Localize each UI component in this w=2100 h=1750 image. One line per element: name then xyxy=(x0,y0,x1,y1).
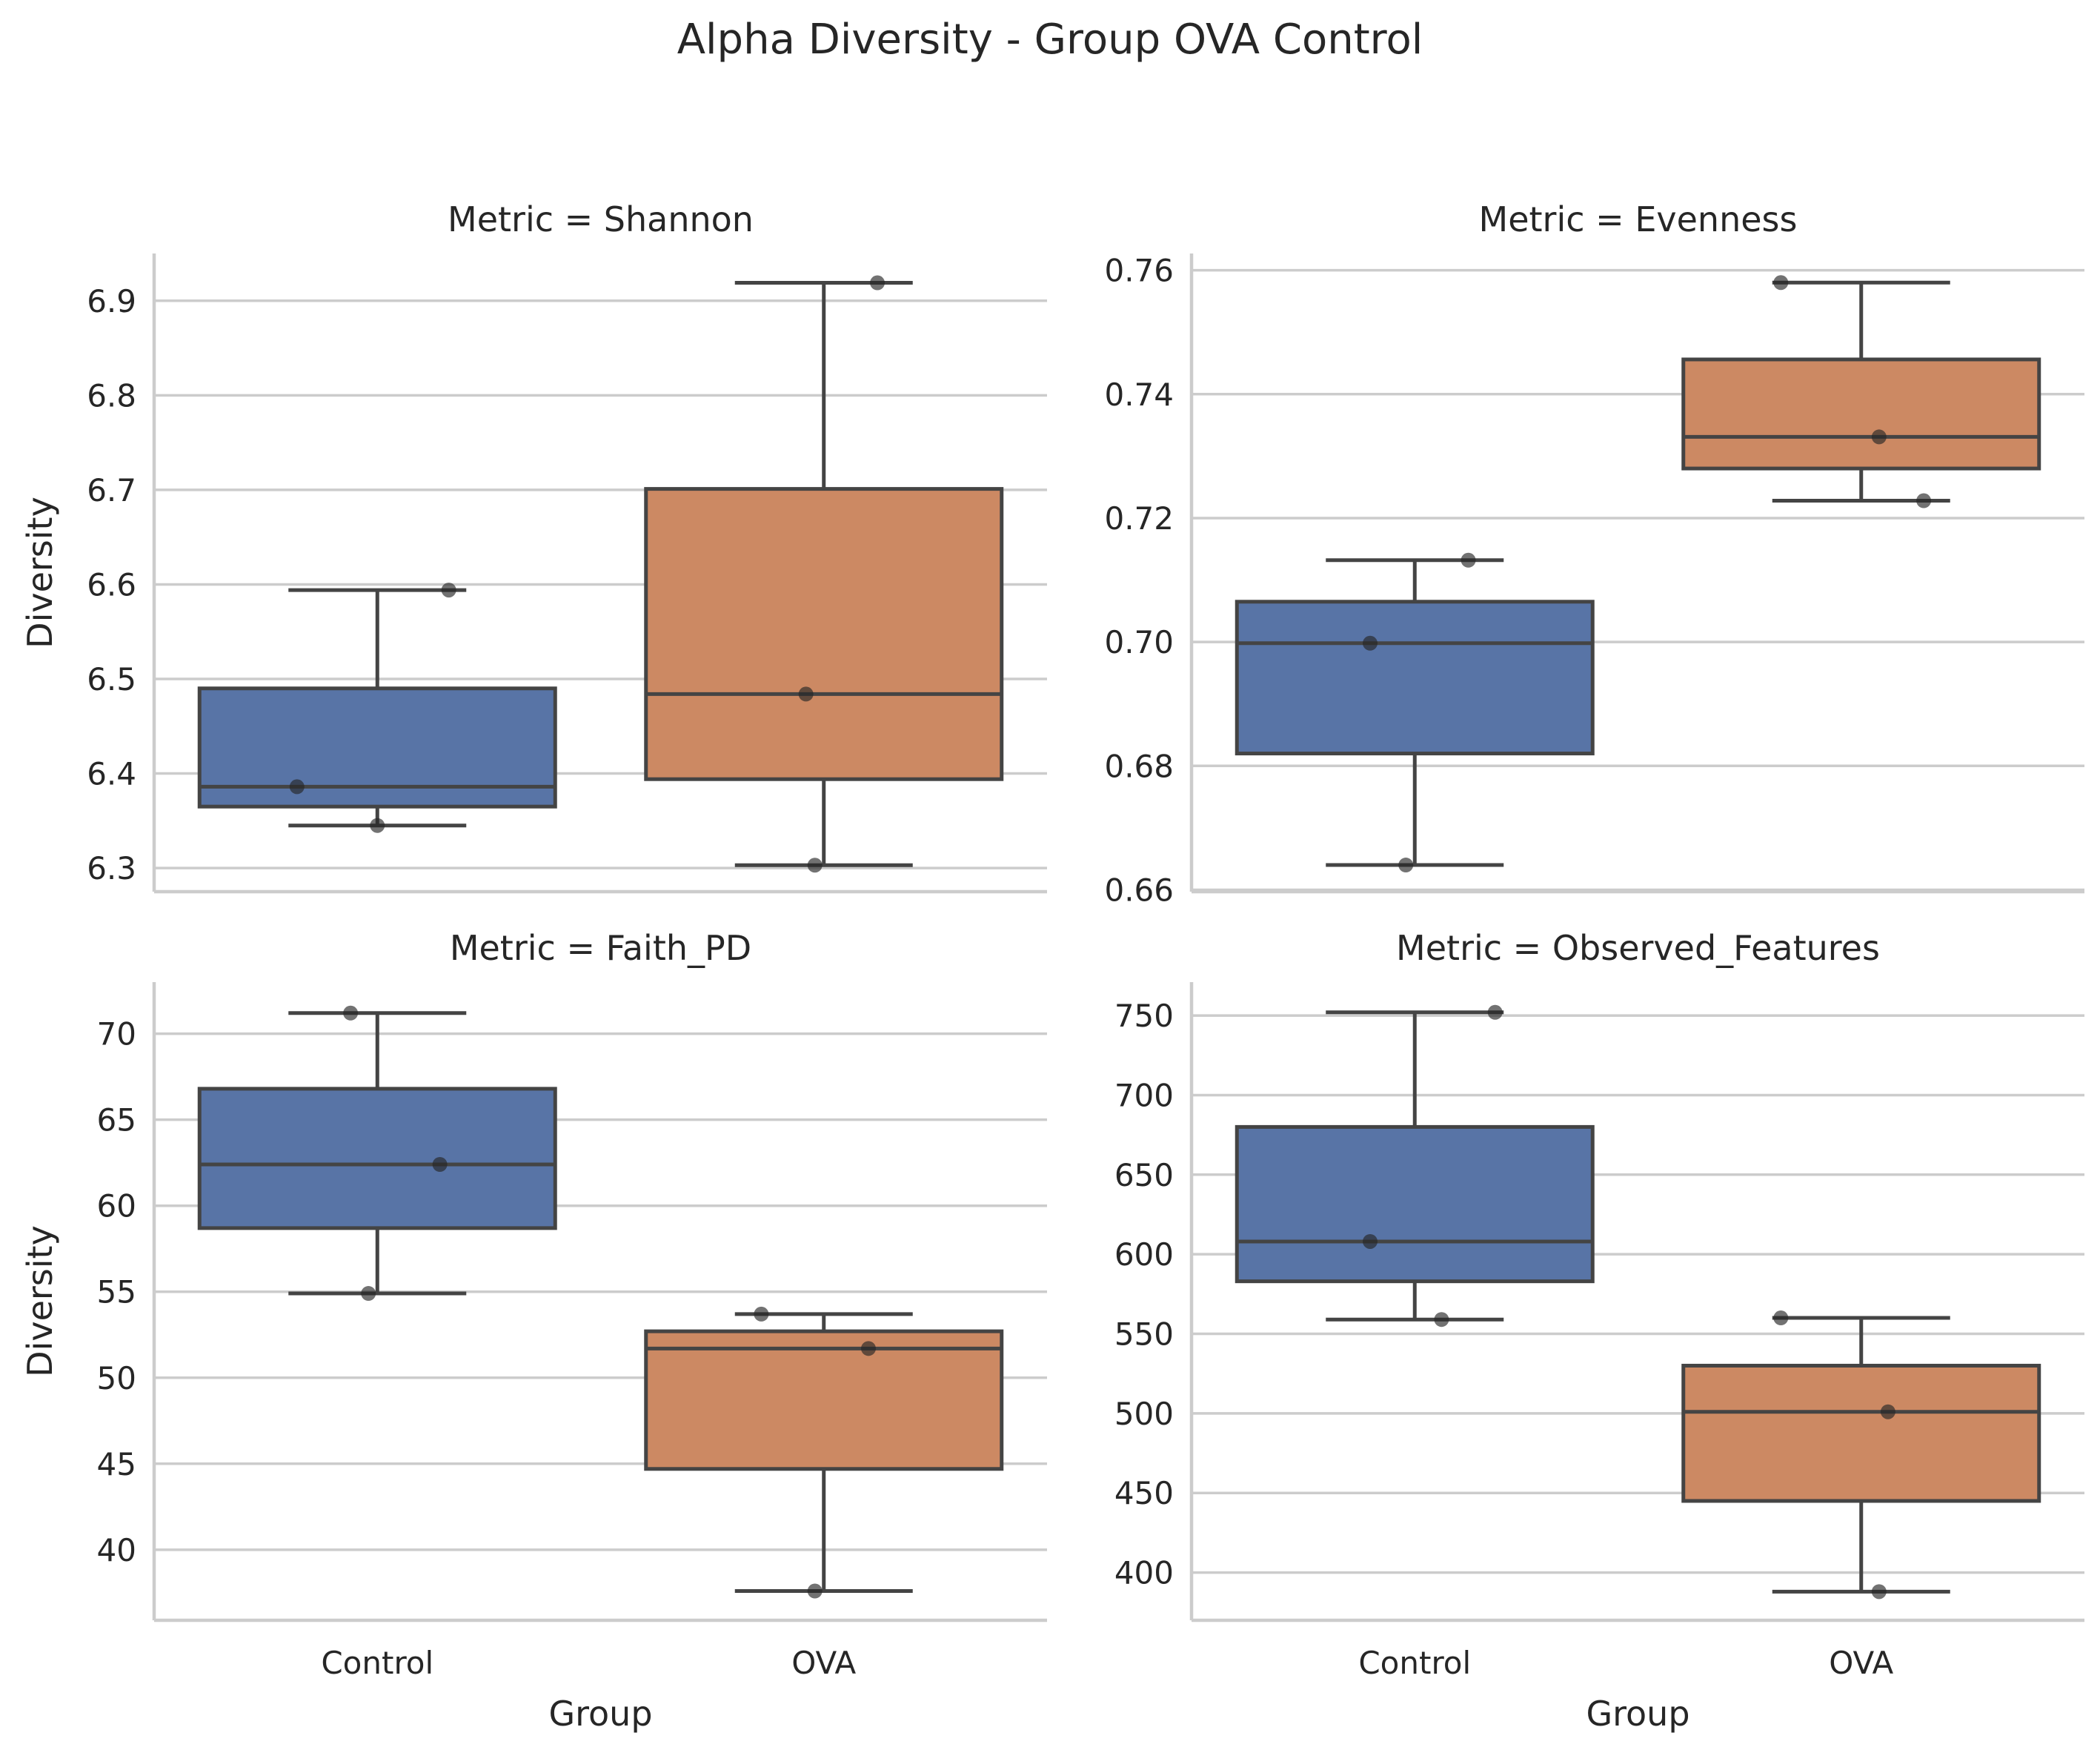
panel-title: Metric = Shannon xyxy=(448,199,754,239)
y-tick-label: 55 xyxy=(97,1274,136,1310)
y-tick-label: 6.4 xyxy=(87,756,136,792)
box-control xyxy=(1235,558,1595,867)
panel-title: Metric = Observed_Features xyxy=(1396,928,1880,968)
figure-title: Alpha Diversity - Group OVA Control xyxy=(677,16,1423,64)
data-point xyxy=(1871,429,1887,445)
box-control xyxy=(197,1011,557,1296)
panel-title: Metric = Faith_PD xyxy=(450,928,751,968)
y-tick-label: 600 xyxy=(1114,1236,1174,1273)
data-point xyxy=(432,1157,448,1172)
box-iqr xyxy=(197,686,557,809)
y-tick-label: 0.76 xyxy=(1104,253,1174,289)
y-tick-label: 750 xyxy=(1114,998,1174,1034)
data-point xyxy=(343,1005,359,1021)
data-point xyxy=(1434,1312,1449,1328)
x-axis-label: Group xyxy=(1586,1694,1689,1734)
y-axis-label: Diversity xyxy=(20,497,60,649)
y-tick-label: 6.3 xyxy=(87,850,136,886)
box-control xyxy=(197,588,557,828)
y-tick-label: 6.6 xyxy=(87,566,136,603)
data-point xyxy=(754,1306,769,1322)
y-tick-label: 500 xyxy=(1114,1396,1174,1432)
facet-panel: Metric = Faith_PD 40 45 50 55 60 65 70 Control OV… xyxy=(20,928,1047,1734)
y-tick-label: 400 xyxy=(1114,1555,1174,1591)
data-point xyxy=(1773,1310,1789,1326)
y-tick-label: 6.8 xyxy=(87,377,136,414)
box-iqr xyxy=(1235,1124,1595,1284)
box-iqr xyxy=(1681,357,2041,471)
box-ova xyxy=(1681,1316,2041,1594)
y-tick-label: 70 xyxy=(97,1016,136,1053)
box-iqr xyxy=(1235,600,1595,756)
y-tick-label: 65 xyxy=(97,1102,136,1139)
data-point xyxy=(861,1341,876,1356)
y-tick-label: 700 xyxy=(1114,1077,1174,1113)
data-point xyxy=(1773,275,1789,291)
x-tick-label: Control xyxy=(1358,1645,1471,1681)
facet-grid: Metric = Shannon 6.3 6.4 6.5 6.6 6.7 6.8 6.9 Div… xyxy=(20,199,2084,1734)
y-tick-label: 0.66 xyxy=(1104,872,1174,908)
data-point xyxy=(370,818,385,833)
facet-panel: Metric = Shannon 6.3 6.4 6.5 6.6 6.7 6.8 6.9 Div… xyxy=(20,199,1047,894)
data-point xyxy=(1487,1004,1503,1020)
data-point xyxy=(1461,552,1476,568)
box-iqr xyxy=(644,1329,1004,1471)
facet-panel: Metric = Observed_Features 400 450 500 550 60… xyxy=(1114,928,2084,1734)
data-point xyxy=(289,779,305,795)
x-tick-label: OVA xyxy=(791,1645,856,1681)
x-tick-label: OVA xyxy=(1829,1645,1893,1681)
data-point xyxy=(807,858,823,873)
data-point xyxy=(1363,635,1378,651)
y-tick-label: 45 xyxy=(97,1446,136,1482)
data-point xyxy=(1363,1233,1378,1249)
y-tick-label: 450 xyxy=(1114,1475,1174,1511)
data-point xyxy=(807,1583,823,1599)
y-tick-label: 0.74 xyxy=(1104,377,1174,413)
data-point xyxy=(870,275,885,291)
data-point xyxy=(798,686,814,702)
data-point xyxy=(441,583,456,598)
x-tick-label: Control xyxy=(321,1645,433,1681)
box-ova xyxy=(644,281,1004,867)
data-point xyxy=(1871,1584,1887,1600)
x-axis-label: Group xyxy=(548,1694,652,1734)
y-tick-label: 50 xyxy=(97,1360,136,1396)
y-tick-label: 0.72 xyxy=(1104,500,1174,537)
panel-title: Metric = Evenness xyxy=(1479,199,1798,239)
y-tick-label: 6.7 xyxy=(87,472,136,508)
box-control xyxy=(1235,1010,1595,1322)
data-point xyxy=(1916,493,1932,508)
box-iqr xyxy=(197,1087,557,1230)
y-tick-label: 6.5 xyxy=(87,661,136,697)
y-tick-label: 0.68 xyxy=(1104,748,1174,784)
y-tick-label: 40 xyxy=(97,1532,136,1568)
data-point xyxy=(1398,858,1414,873)
y-tick-label: 650 xyxy=(1114,1157,1174,1193)
box-ova xyxy=(1681,280,2041,503)
y-tick-label: 60 xyxy=(97,1188,136,1224)
y-tick-label: 6.9 xyxy=(87,283,136,319)
box-iqr xyxy=(1681,1363,2041,1503)
box-ova xyxy=(644,1312,1004,1594)
y-tick-label: 0.70 xyxy=(1104,624,1174,660)
data-point xyxy=(361,1286,376,1302)
box-iqr xyxy=(644,487,1004,781)
y-axis-label: Diversity xyxy=(20,1225,60,1377)
facet-panel: Metric = Evenness 0.66 0.68 0.70 0.72 0.74 0.7… xyxy=(1104,199,2084,908)
y-tick-label: 550 xyxy=(1114,1316,1174,1353)
data-point xyxy=(1880,1404,1895,1419)
